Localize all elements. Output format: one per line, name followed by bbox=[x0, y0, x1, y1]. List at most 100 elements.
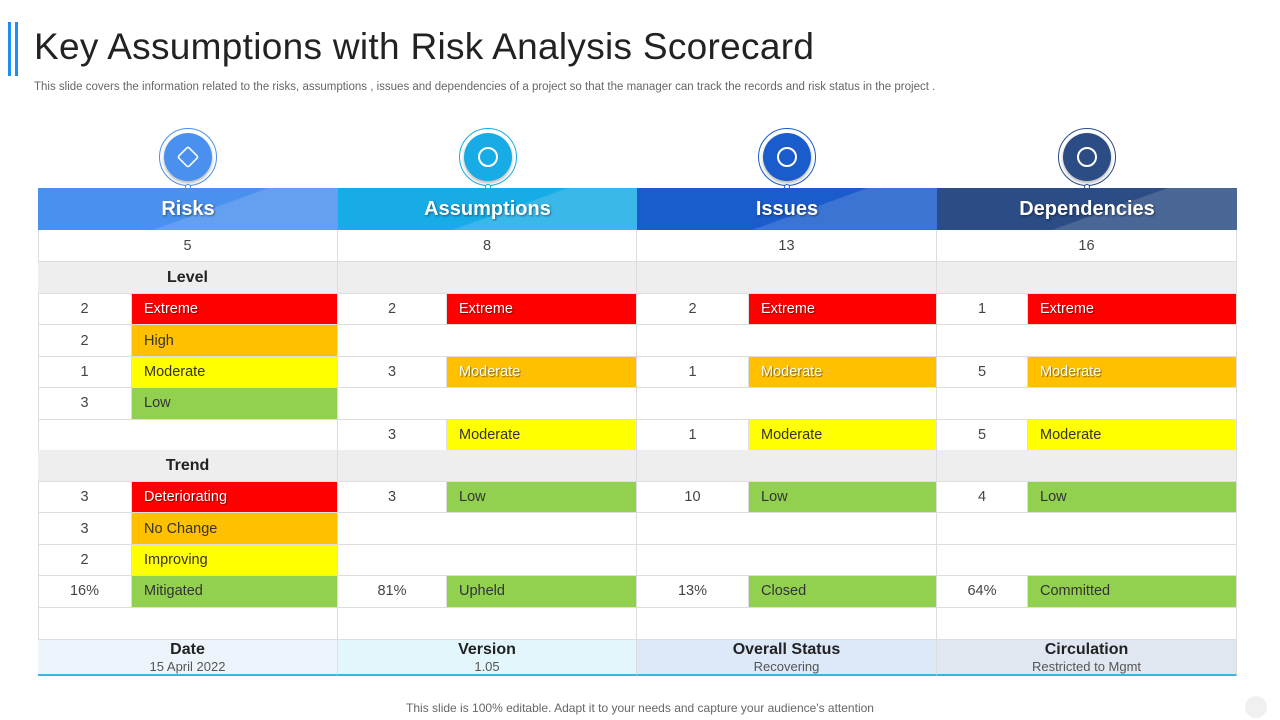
count: 1 bbox=[637, 419, 749, 451]
status-label: Closed bbox=[749, 576, 937, 608]
accent-bar bbox=[15, 22, 18, 76]
table-border bbox=[38, 230, 39, 640]
status-label: Moderate bbox=[132, 356, 338, 389]
column-header: Issues bbox=[637, 188, 937, 230]
empty-cell bbox=[637, 544, 937, 577]
status-label: Upheld bbox=[447, 576, 637, 608]
section-label: Trend bbox=[38, 450, 338, 482]
subtitle: This slide covers the information relate… bbox=[34, 81, 936, 93]
empty-cell bbox=[937, 513, 1237, 545]
status-label: Moderate bbox=[447, 356, 637, 389]
footer-value: Recovering bbox=[753, 659, 820, 674]
status-label: Moderate bbox=[1028, 356, 1237, 389]
footer-note: This slide is 100% editable. Adapt it to… bbox=[406, 701, 874, 715]
status-label: No Change bbox=[132, 513, 338, 545]
status-label: Extreme bbox=[1028, 294, 1237, 326]
count: 2 bbox=[38, 294, 132, 326]
column-header: Dependencies bbox=[937, 188, 1237, 230]
count: 5 bbox=[937, 356, 1028, 389]
footer-value: 1.05 bbox=[474, 659, 500, 674]
section-label: Level bbox=[38, 262, 338, 294]
footer-cell: Overall Status Recovering bbox=[637, 640, 937, 676]
blank-cell bbox=[338, 608, 637, 640]
count: 3 bbox=[338, 482, 447, 514]
icon-glyph bbox=[1077, 147, 1097, 167]
status-label: Extreme bbox=[132, 294, 338, 326]
title: Key Assumptions with Risk Analysis Score… bbox=[34, 26, 815, 67]
status-label: Low bbox=[447, 482, 637, 514]
status-label: Low bbox=[1028, 482, 1237, 514]
count: 3 bbox=[38, 388, 132, 420]
count: 16% bbox=[38, 576, 132, 608]
empty-cell bbox=[338, 544, 637, 577]
empty-cell bbox=[338, 325, 637, 357]
column-total: 13 bbox=[637, 230, 937, 262]
status-label: Extreme bbox=[447, 294, 637, 326]
count: 3 bbox=[38, 482, 132, 514]
empty-cell bbox=[338, 513, 637, 545]
count: 81% bbox=[338, 576, 447, 608]
empty-cell bbox=[937, 388, 1237, 420]
status-label: Moderate bbox=[749, 356, 937, 389]
status-label: Deteriorating bbox=[132, 482, 338, 514]
count: 3 bbox=[338, 419, 447, 451]
count: 13% bbox=[637, 576, 749, 608]
footer-label: Circulation bbox=[1044, 641, 1129, 658]
section-band bbox=[937, 262, 1237, 294]
empty-cell bbox=[38, 419, 338, 451]
section-band bbox=[937, 450, 1237, 482]
section-band bbox=[338, 262, 637, 294]
icon bbox=[164, 133, 212, 181]
empty-cell bbox=[937, 325, 1237, 357]
empty-cell bbox=[637, 325, 937, 357]
count: 4 bbox=[937, 482, 1028, 514]
count: 64% bbox=[937, 576, 1028, 608]
status-label: Mitigated bbox=[132, 576, 338, 608]
count: 2 bbox=[338, 294, 447, 326]
footer-value: 15 April 2022 bbox=[149, 659, 226, 674]
count: 2 bbox=[38, 325, 132, 357]
section-band bbox=[637, 450, 937, 482]
count: 10 bbox=[637, 482, 749, 514]
footer-label: Version bbox=[458, 641, 516, 658]
column-header: Risks bbox=[38, 188, 338, 230]
status-label: Moderate bbox=[447, 419, 637, 451]
footer-value: Restricted to Mgmt bbox=[1031, 659, 1142, 674]
accent-bar bbox=[8, 22, 11, 76]
icon-glyph bbox=[477, 147, 498, 167]
column-total: 5 bbox=[38, 230, 338, 262]
blank-cell bbox=[637, 608, 937, 640]
count: 1 bbox=[637, 356, 749, 389]
empty-cell bbox=[637, 513, 937, 545]
count: 3 bbox=[338, 356, 447, 389]
footer-cell: Version 1.05 bbox=[338, 640, 637, 676]
column-header: Assumptions bbox=[338, 188, 637, 230]
count: 1 bbox=[937, 294, 1028, 326]
count: 3 bbox=[38, 513, 132, 545]
empty-cell bbox=[937, 544, 1237, 577]
status-label: Moderate bbox=[749, 419, 937, 451]
section-band bbox=[637, 262, 937, 294]
status-label: Committed bbox=[1028, 576, 1237, 608]
status-label: Low bbox=[749, 482, 937, 514]
empty-cell bbox=[338, 388, 637, 420]
count: 5 bbox=[937, 419, 1028, 451]
column-total: 8 bbox=[338, 230, 637, 262]
empty-cell bbox=[637, 388, 937, 420]
status-label: Moderate bbox=[1028, 419, 1237, 451]
status-label: Extreme bbox=[749, 294, 937, 326]
count: 2 bbox=[38, 544, 132, 577]
count: 1 bbox=[38, 356, 132, 389]
page-dot bbox=[1245, 696, 1267, 718]
status-label: Improving bbox=[132, 544, 338, 577]
footer-label: Overall Status bbox=[732, 641, 841, 658]
count: 2 bbox=[637, 294, 749, 326]
blank-cell bbox=[38, 608, 338, 640]
footer-cell: Date 15 April 2022 bbox=[38, 640, 338, 676]
status-label: Low bbox=[132, 388, 338, 420]
section-band bbox=[338, 450, 637, 482]
icon-glyph bbox=[777, 147, 797, 167]
column-total: 16 bbox=[937, 230, 1237, 262]
footer-cell: Circulation Restricted to Mgmt bbox=[937, 640, 1237, 676]
